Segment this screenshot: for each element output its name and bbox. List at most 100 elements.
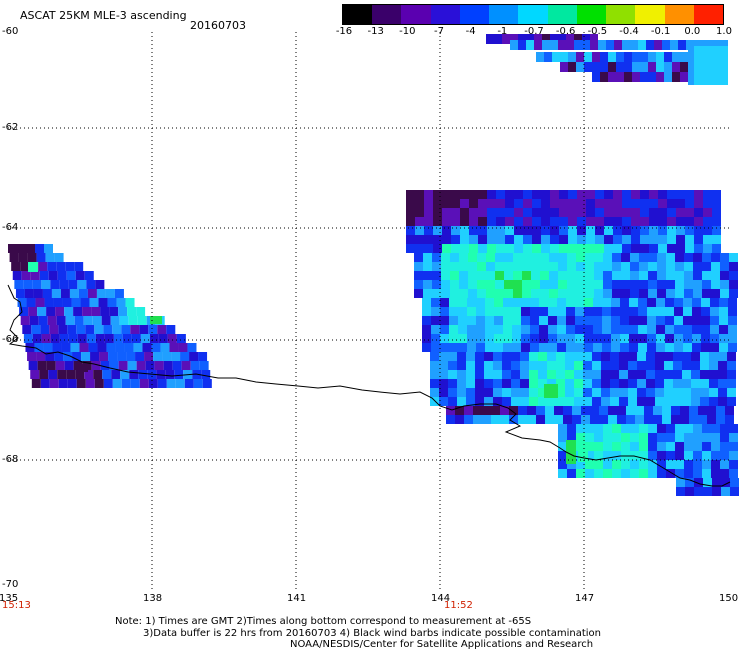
wind-cell	[675, 253, 684, 262]
wind-cell	[612, 253, 621, 262]
wind-cell	[594, 289, 603, 298]
wind-cell	[539, 298, 548, 307]
wind-cell	[504, 280, 513, 289]
wind-cell	[566, 334, 575, 343]
wind-cell	[718, 370, 727, 379]
wind-cell	[682, 352, 691, 361]
wind-cell	[577, 217, 586, 226]
colorbar-tick-label: -0.5	[587, 26, 608, 37]
wind-cell	[616, 52, 624, 62]
wind-cell	[648, 262, 657, 271]
wind-cell	[727, 370, 736, 379]
wind-cell	[521, 334, 530, 343]
wind-cell	[487, 235, 496, 244]
wind-cell	[567, 253, 576, 262]
wind-cell	[584, 343, 593, 352]
wind-cell	[457, 370, 466, 379]
wind-cell	[35, 244, 44, 253]
wind-cell	[644, 406, 653, 415]
wind-cell	[23, 280, 33, 289]
wind-cell	[709, 388, 718, 397]
wind-cell	[57, 370, 67, 379]
wind-cell	[718, 388, 727, 397]
wind-cell	[526, 34, 534, 44]
wind-cell	[647, 334, 656, 343]
wind-cell	[544, 52, 552, 62]
wind-cell	[485, 307, 494, 316]
wind-cell	[431, 325, 440, 334]
wind-cell	[522, 271, 531, 280]
wind-cell	[666, 262, 675, 271]
wind-cell	[702, 262, 711, 271]
wind-cell	[469, 235, 478, 244]
wind-cell	[632, 62, 640, 72]
wind-cell	[694, 244, 703, 253]
wind-cell	[684, 460, 693, 469]
wind-cell	[630, 271, 639, 280]
colorbar-tick-label: -0.4	[619, 26, 639, 37]
wind-cell	[603, 460, 612, 469]
wind-cell	[727, 379, 736, 388]
wind-cell	[601, 379, 610, 388]
wind-cell	[433, 190, 442, 199]
coastline	[7, 284, 731, 487]
wind-cell	[138, 370, 148, 379]
wind-cell	[550, 235, 559, 244]
wind-cell	[602, 325, 611, 334]
wind-cell	[675, 469, 684, 478]
wind-cell	[485, 316, 494, 325]
wind-cell	[666, 442, 675, 451]
wind-cell	[532, 190, 541, 199]
wind-cell	[584, 307, 593, 316]
wind-cell	[558, 34, 566, 44]
wind-cell	[648, 289, 657, 298]
wind-cell	[648, 271, 657, 280]
wind-cell	[710, 316, 719, 325]
wind-cell	[550, 40, 558, 50]
wind-cell	[423, 289, 432, 298]
wind-cell	[131, 334, 141, 343]
wind-cell	[440, 334, 449, 343]
wind-cell	[718, 379, 727, 388]
wind-cell	[718, 361, 727, 370]
wind-cell	[532, 217, 541, 226]
wind-cell	[635, 406, 644, 415]
wind-cell	[575, 316, 584, 325]
wind-cell	[135, 352, 145, 361]
latitude-tick-label: -60	[2, 26, 19, 37]
wind-cell	[529, 361, 538, 370]
wind-cell	[584, 52, 592, 62]
wind-cell	[22, 325, 32, 334]
wind-cell	[654, 40, 662, 50]
wind-cell	[729, 469, 738, 478]
wind-cell	[12, 271, 22, 280]
wind-cell	[675, 271, 684, 280]
wind-cell	[666, 271, 675, 280]
wind-cell	[728, 316, 737, 325]
wind-cell	[549, 289, 558, 298]
wind-cell	[127, 361, 137, 370]
wind-cell	[612, 442, 621, 451]
wind-cell	[103, 325, 113, 334]
wind-cell	[557, 343, 566, 352]
wind-cell	[459, 262, 468, 271]
wind-cell	[487, 208, 496, 217]
wind-cell	[656, 72, 664, 82]
wind-cell	[406, 226, 415, 235]
wind-cell	[676, 226, 685, 235]
wind-cell	[178, 343, 188, 352]
wind-cell	[711, 460, 720, 469]
wind-cell	[46, 361, 56, 370]
wind-cell	[603, 271, 612, 280]
wind-cell	[406, 235, 415, 244]
wind-cell	[566, 40, 574, 50]
wind-cell	[702, 424, 711, 433]
wind-cell	[568, 190, 577, 199]
wind-cell	[554, 415, 563, 424]
wind-cell	[608, 62, 616, 72]
wind-cell	[559, 226, 568, 235]
wind-cell	[120, 370, 130, 379]
wind-cell	[76, 325, 86, 334]
wind-cell	[423, 271, 432, 280]
wind-cell	[126, 352, 136, 361]
